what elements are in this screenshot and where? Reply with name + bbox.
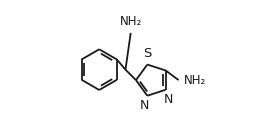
Text: NH₂: NH₂ [120,15,142,28]
Text: N: N [164,93,174,106]
Text: S: S [143,47,151,60]
Text: NH₂: NH₂ [184,74,206,87]
Text: N: N [139,99,149,112]
